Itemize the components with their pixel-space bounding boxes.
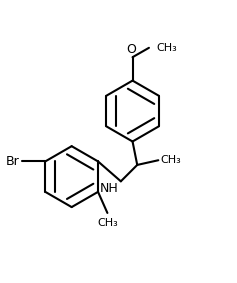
Text: CH₃: CH₃ xyxy=(156,43,177,53)
Text: Br: Br xyxy=(6,155,19,168)
Text: NH: NH xyxy=(100,183,118,196)
Text: O: O xyxy=(127,43,136,56)
Text: CH₃: CH₃ xyxy=(161,155,181,165)
Text: CH₃: CH₃ xyxy=(97,218,118,228)
